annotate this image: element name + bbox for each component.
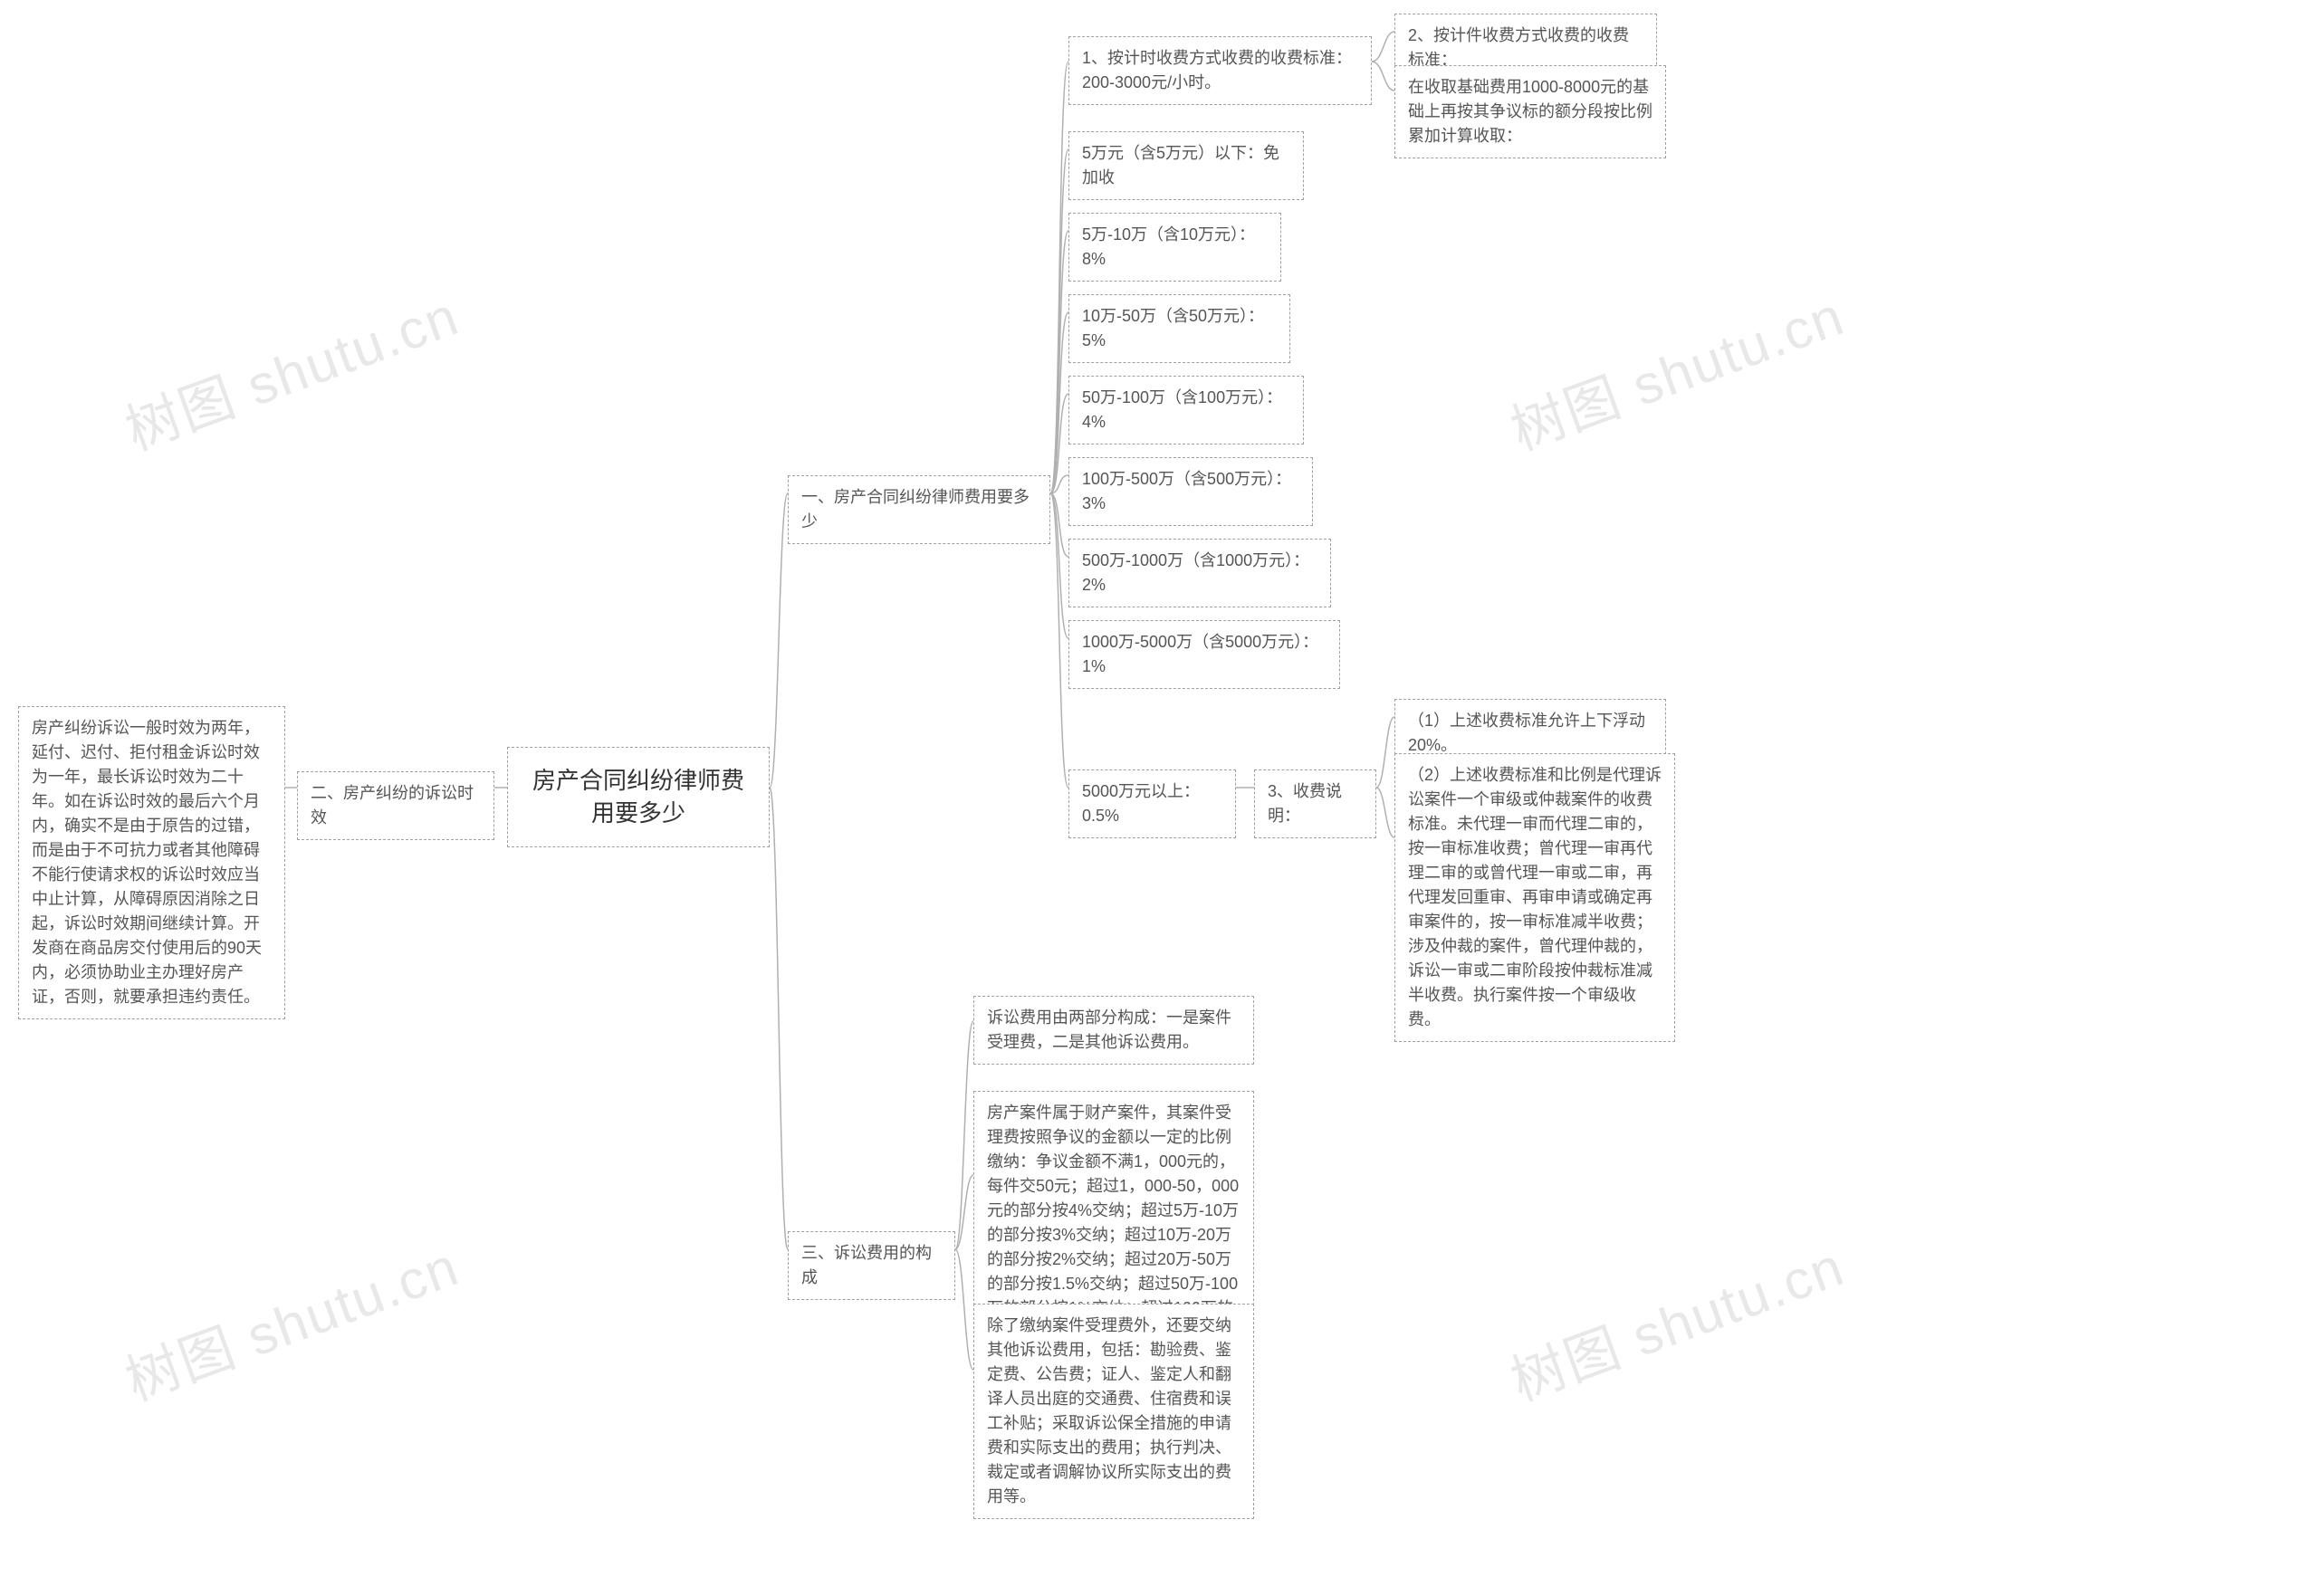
watermark: 树图 shutu.cn	[113, 272, 468, 466]
watermark: 树图 shutu.cn	[1499, 1223, 1853, 1417]
branch-1-c9: 5000万元以上：0.5%	[1068, 769, 1236, 838]
branch-2-leaf: 房产纠纷诉讼一般时效为两年，延付、迟付、拒付租金诉讼时效为一年，最长诉讼时效为二…	[18, 706, 285, 1019]
branch-1-c8: 1000万-5000万（含5000万元）：1%	[1068, 620, 1340, 689]
watermark: 树图 shutu.cn	[1499, 272, 1853, 466]
watermark: 树图 shutu.cn	[113, 1223, 468, 1417]
root-node: 房产合同纠纷律师费用要多少	[507, 747, 770, 847]
branch-1-c2: 5万元（含5万元）以下：免加收	[1068, 131, 1304, 200]
branch-1-c7: 500万-1000万（含1000万元）：2%	[1068, 539, 1331, 607]
branch-1-c1: 1、按计时收费方式收费的收费标准：200-3000元/小时。	[1068, 36, 1372, 105]
branch-1-c9a: 3、收费说明：	[1254, 769, 1376, 838]
branch-2: 二、房产纠纷的诉讼时效	[297, 771, 494, 840]
branch-1: 一、房产合同纠纷律师费用要多少	[788, 475, 1050, 544]
branch-1-c9a2: （2）上述收费标准和比例是代理诉讼案件一个审级或仲裁案件的收费标准。未代理一审而…	[1394, 753, 1675, 1042]
branch-1-c5: 50万-100万（含100万元）：4%	[1068, 376, 1304, 444]
branch-1-c1b: 在收取基础费用1000-8000元的基础上再按其争议标的额分段按比例累加计算收取…	[1394, 65, 1666, 158]
branch-3-d3: 除了缴纳案件受理费外，还要交纳其他诉讼费用，包括：勘验费、鉴定费、公告费；证人、…	[973, 1304, 1254, 1519]
branch-3-d1: 诉讼费用由两部分构成：一是案件受理费，二是其他诉讼费用。	[973, 996, 1254, 1065]
branch-1-c3: 5万-10万（含10万元）：8%	[1068, 213, 1281, 282]
branch-3: 三、诉讼费用的构成	[788, 1231, 955, 1300]
branch-1-c4: 10万-50万（含50万元）：5%	[1068, 294, 1290, 363]
branch-1-c6: 100万-500万（含500万元）：3%	[1068, 457, 1313, 526]
